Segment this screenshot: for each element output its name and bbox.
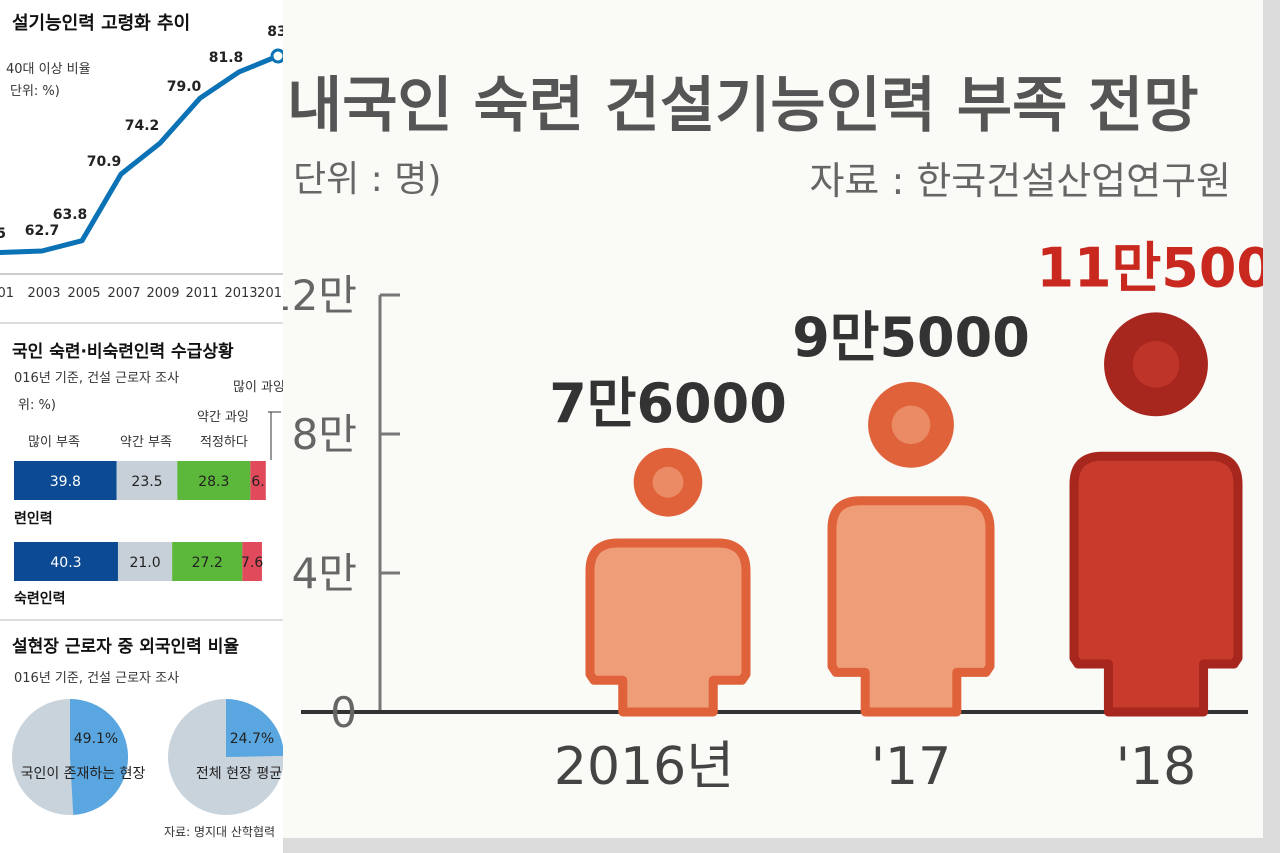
aging-data-label: 81.8 — [209, 50, 244, 66]
shortage-category-label: '18 — [1116, 737, 1196, 797]
shortage-source: 자료 : 한국건설산업연구원 — [809, 159, 1231, 203]
supply-bar-value: 23.5 — [131, 474, 162, 490]
legend-slightly-short: 약간 부족 — [120, 435, 172, 450]
shortage-y-tick-label: 4만 — [292, 549, 357, 598]
shortage-person-body — [585, 538, 751, 717]
supply-bar-value: 21.0 — [129, 555, 160, 571]
foreign-pie-slice — [226, 699, 283, 757]
aging-x-tick-label: 2011 — [185, 286, 218, 301]
foreign-title: 설현장 근로자 중 외국인력 비율 — [12, 637, 239, 657]
aging-x-tick-label: 2009 — [146, 286, 179, 301]
supply-row-label-1: 숙련인력 — [14, 590, 66, 607]
supply-bar-value: 6. — [251, 474, 264, 490]
supply-bar-segment — [242, 542, 262, 581]
left-panel: 설기능인력 고령화 추이 40대 이상 비율 단위: %) 5 62.7 63.8 7… — [0, 0, 283, 853]
aging-data-label: 63.8 — [53, 207, 88, 223]
aging-data-label: 83 — [267, 24, 283, 40]
supply-bar-segment — [116, 461, 178, 500]
aging-series-line — [0, 53, 279, 256]
supply-bar-segment — [117, 542, 173, 581]
aging-data-label: 79.0 — [167, 79, 202, 95]
right-panel: 내국인 숙련 건설기능인력 부족 전망 단위 : 명) 자료 : 한국건설산업연… — [283, 0, 1263, 838]
shortage-person-head-center — [1132, 340, 1180, 388]
supply-stacked-bars: 39.8 23.5 28.3 6. 40.3 21.0 27.2 7.6 — [14, 461, 266, 581]
supply-bar-segment — [172, 542, 243, 581]
supply-bar-value: 40.3 — [50, 555, 81, 571]
supply-bar-segment — [14, 542, 118, 581]
supply-bar-value: 27.2 — [192, 555, 223, 571]
aging-subtitle: 40대 이상 비율 — [6, 62, 91, 77]
legend-very-excess: 많이 과잉 — [233, 380, 283, 395]
supply-row-label-0: 련인력 — [14, 510, 53, 527]
foreign-source: 자료: 명지대 산학협력 — [164, 825, 275, 839]
shortage-person-body — [827, 496, 995, 717]
supply-title: 국인 숙련·비숙련인력 수급상황 — [12, 342, 234, 362]
foreign-pie-value: 24.7% — [230, 731, 274, 747]
shortage-person-bars — [585, 312, 1243, 717]
shortage-category-label: 2016년 — [554, 737, 734, 797]
left-panel-svg: 설기능인력 고령화 추이 40대 이상 비율 단위: %) 5 62.763.8 7… — [0, 13, 283, 839]
supply-bar-value: 39.8 — [50, 474, 81, 490]
foreign-pie-label: 전체 현장 평균 — [196, 766, 282, 782]
aging-x-tick-label: 2013 — [224, 286, 257, 301]
shortage-person-body — [1069, 451, 1243, 717]
shortage-y-tick-label: 8만 — [292, 410, 357, 459]
shortage-axis: 0 4만 8만 12만 — [283, 271, 1248, 737]
aging-x-tick-label: 2001 — [0, 286, 14, 301]
shortage-person-head-center — [652, 466, 684, 498]
legend-adequate: 적정하다 — [200, 435, 248, 450]
supply-subtitle: 016년 기준, 건설 근로자 조사 — [14, 371, 179, 386]
shortage-unit: 단위 : 명) — [293, 159, 441, 200]
aging-last-point — [270, 48, 283, 64]
shortage-title: 내국인 숙련 건설기능인력 부족 전망 — [287, 71, 1199, 141]
shortage-y-tick-label: 0 — [330, 688, 357, 737]
aging-data-label: 74.2 — [125, 118, 160, 134]
aging-x-tick-label: 2007 — [107, 286, 140, 301]
shortage-chart-svg: 내국인 숙련 건설기능인력 부족 전망 단위 : 명) 자료 : 한국건설산업연… — [283, 71, 1263, 797]
foreign-pies: 49.1% 국인이 존재하는 현장 24.7% 전체 현장 평균 — [12, 699, 283, 815]
shortage-person-head-center — [891, 405, 931, 445]
shortage-category-label: '17 — [871, 737, 951, 797]
foreign-pie-slice — [70, 699, 128, 815]
aging-x-tick-label: 201 — [257, 286, 282, 301]
supply-bar-value: 28.3 — [198, 474, 229, 490]
supply-bar-segment — [177, 461, 251, 500]
aging-data-label: 62.7 — [25, 223, 60, 239]
aging-line-chart: 5 62.763.8 70.9 74.2 79.0 81.8 83 2001 2003 2005 2… — [0, 24, 283, 301]
foreign-pie-value: 49.1% — [74, 731, 118, 747]
shortage-labels: 7만6000 2016년 9만5000 '17 11만5000 '18 — [549, 236, 1263, 797]
legend-slightly-excess: 약간 과잉 — [197, 410, 249, 425]
shortage-value-label: 11만5000 — [1036, 236, 1263, 299]
aging-x-tick-label: 2005 — [67, 286, 100, 301]
shortage-value-label: 7만6000 — [549, 372, 787, 435]
supply-bar-segment — [250, 461, 266, 500]
legend-very-short: 많이 부족 — [28, 435, 80, 450]
supply-bar-segment — [14, 461, 117, 500]
aging-data-label: 70.9 — [87, 154, 122, 170]
aging-title: 설기능인력 고령화 추이 — [12, 13, 190, 34]
aging-x-tick-label: 2003 — [27, 286, 60, 301]
aging-unit: 단위: %) — [10, 84, 60, 99]
supply-unit: 위: %) — [18, 398, 56, 413]
foreign-pie-label: 국인이 존재하는 현장 — [21, 766, 146, 782]
supply-bar-value: 7.6 — [241, 555, 263, 571]
shortage-value-label: 9만5000 — [792, 306, 1030, 369]
foreign-subtitle: 016년 기준, 건설 근로자 조사 — [14, 671, 179, 686]
aging-data-label: 5 — [0, 226, 6, 242]
shortage-y-tick-label: 12만 — [283, 271, 357, 320]
